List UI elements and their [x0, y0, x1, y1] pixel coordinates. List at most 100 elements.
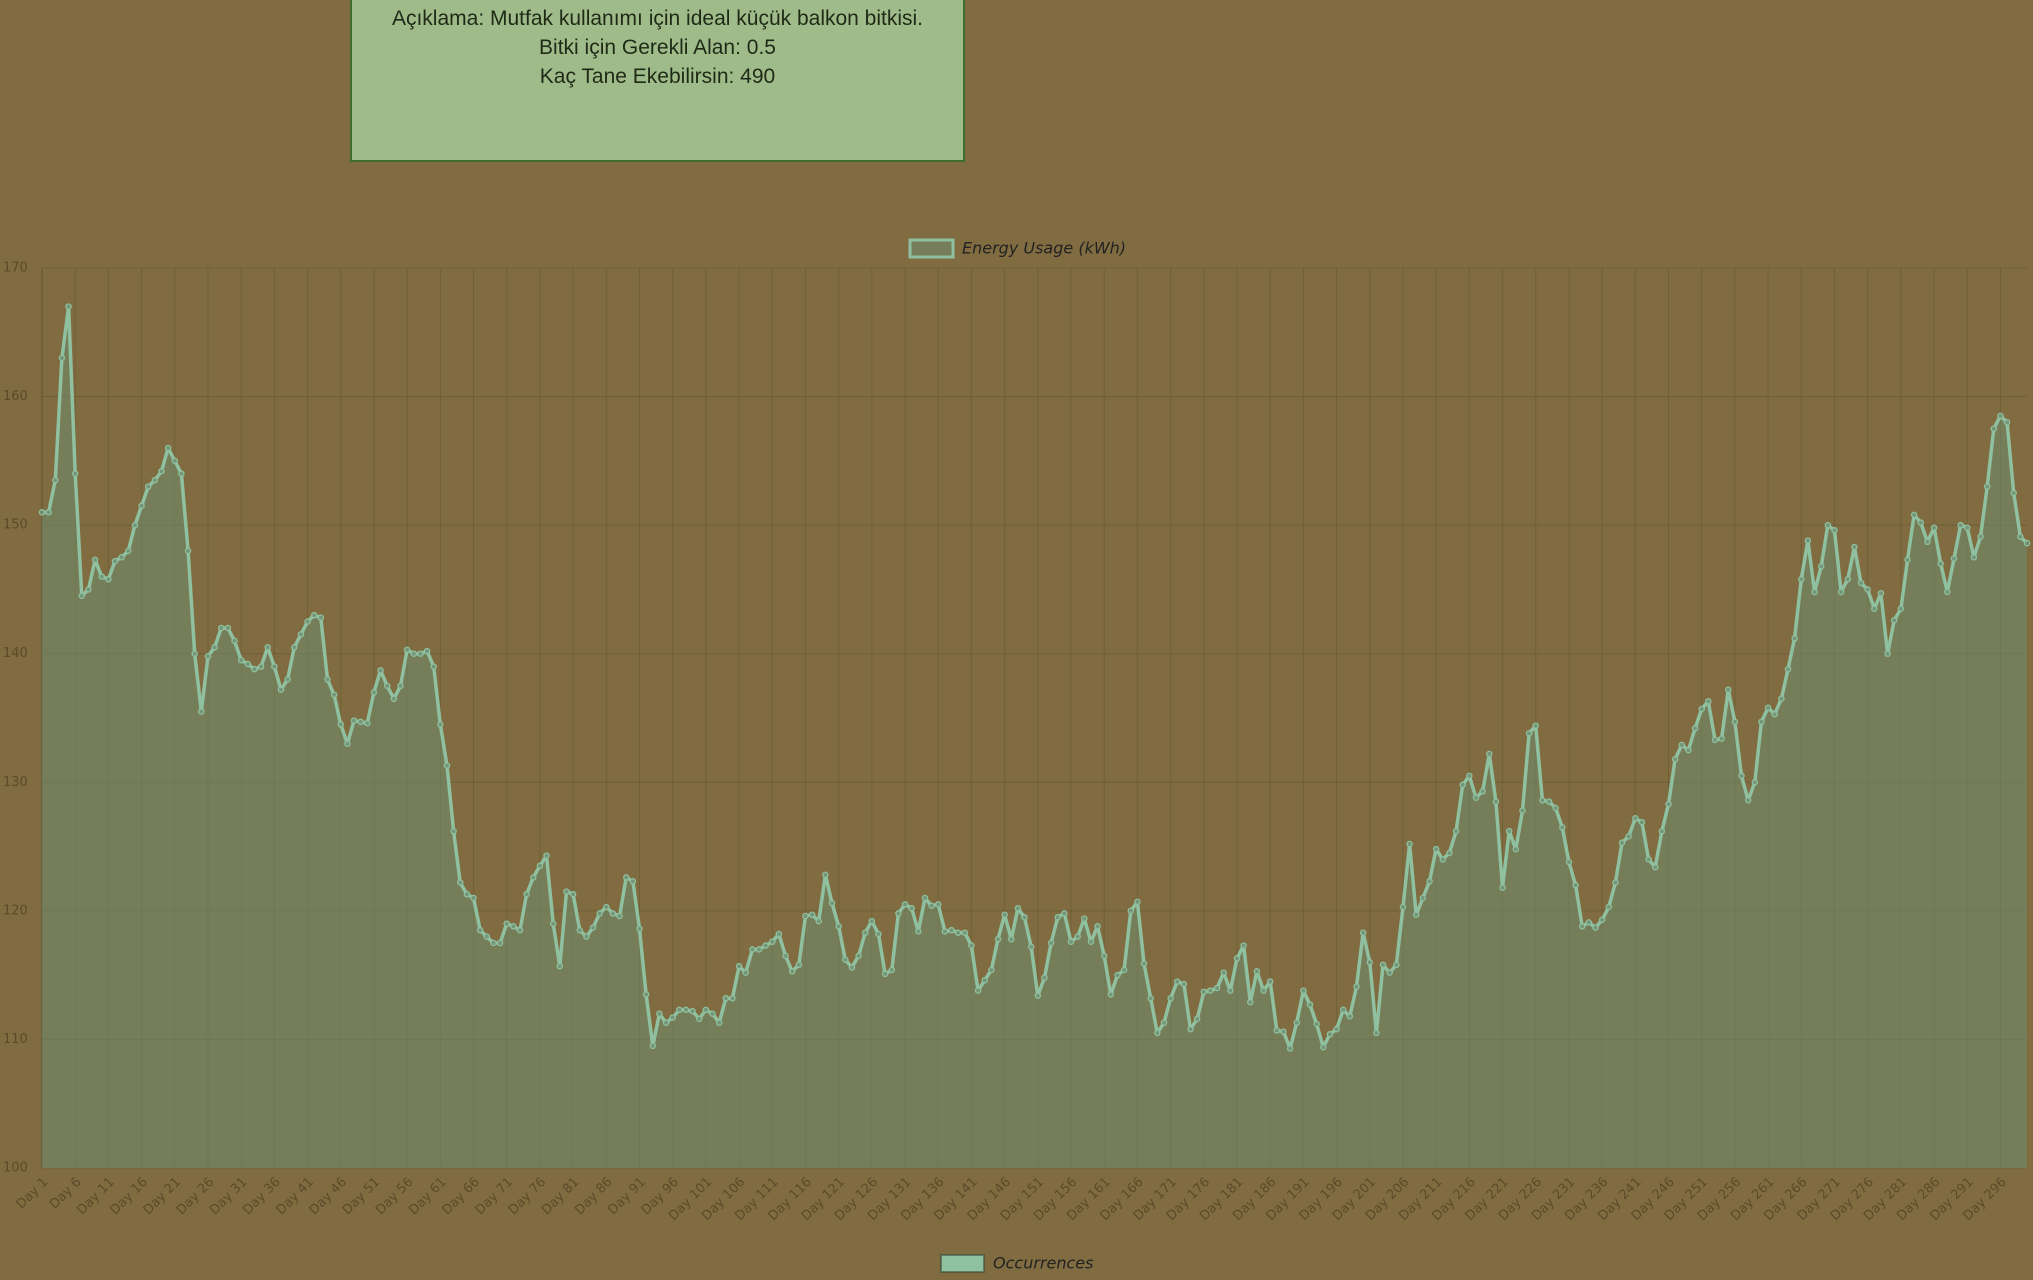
point [1519, 807, 1526, 814]
point [695, 1015, 703, 1023]
point [510, 923, 517, 930]
point [1333, 1025, 1340, 1033]
point [1970, 554, 1978, 561]
point [211, 644, 218, 651]
point [994, 935, 1002, 943]
point [470, 894, 477, 902]
point [875, 930, 882, 938]
point [178, 470, 185, 477]
point [676, 1006, 683, 1014]
point [1353, 983, 1360, 990]
point [1412, 911, 1420, 918]
point [583, 933, 590, 940]
point [1306, 1001, 1314, 1008]
point [729, 995, 736, 1002]
point [1545, 798, 1553, 805]
point [1744, 797, 1752, 804]
point [1691, 725, 1699, 732]
point [71, 470, 79, 477]
point [1559, 824, 1566, 831]
point [1638, 818, 1646, 826]
point [1339, 1006, 1347, 1014]
point [1572, 881, 1579, 889]
point [1771, 710, 1778, 718]
point [397, 682, 404, 690]
point [1678, 741, 1686, 749]
point [735, 962, 743, 970]
point [1054, 914, 1061, 921]
point [1605, 903, 1613, 911]
point [65, 303, 72, 310]
point [1452, 827, 1460, 835]
info-line: Bitki için Gerekli Alan: 0.5 [539, 36, 776, 59]
point [1592, 924, 1599, 931]
point [782, 952, 789, 960]
point [974, 987, 982, 994]
point [304, 618, 311, 625]
area [42, 306, 2027, 1169]
point [1904, 556, 1911, 564]
point [1253, 968, 1261, 975]
point [164, 444, 172, 452]
point [1539, 797, 1546, 804]
point [1585, 919, 1593, 926]
point [417, 650, 424, 657]
point [1983, 483, 1991, 490]
point [1804, 537, 1812, 544]
point [1791, 635, 1798, 642]
point [523, 890, 530, 898]
point [1877, 590, 1885, 597]
point [310, 611, 318, 619]
point [1578, 923, 1586, 930]
point [330, 691, 338, 699]
point [257, 663, 265, 670]
point [443, 762, 451, 769]
point [364, 719, 371, 727]
point [1817, 563, 1825, 570]
point [1406, 840, 1413, 848]
point [1147, 995, 1154, 1002]
point [1439, 856, 1447, 863]
point [284, 676, 291, 683]
point [1200, 988, 1208, 996]
point [496, 939, 504, 947]
point [1532, 722, 1539, 729]
x-tick-label: Day 1 [14, 1175, 52, 1213]
point [1047, 939, 1055, 947]
point [1446, 849, 1453, 857]
point [1027, 943, 1035, 951]
point [1565, 858, 1573, 866]
point [198, 708, 205, 715]
point [1008, 935, 1015, 943]
point [370, 689, 378, 696]
point [1632, 815, 1639, 822]
legend-swatch [908, 238, 955, 259]
point [277, 686, 285, 693]
point [1320, 1043, 1327, 1051]
point [151, 476, 159, 484]
point [1512, 845, 1520, 853]
point [1731, 718, 1739, 726]
point [1890, 617, 1898, 624]
point [1837, 588, 1845, 596]
point [111, 557, 119, 565]
point [609, 910, 617, 917]
point [1432, 845, 1440, 853]
point [1844, 575, 1852, 583]
point [709, 1010, 716, 1017]
point [682, 1006, 690, 1014]
point [1784, 665, 1792, 673]
point [337, 721, 344, 728]
point [1990, 425, 1998, 432]
point [377, 667, 384, 674]
point [297, 631, 305, 638]
point [131, 521, 139, 529]
point [105, 575, 112, 583]
y-tick-label: 110 [3, 1032, 28, 1047]
info-line: Kaç Tane Ekebilirsin: 490 [539, 65, 776, 88]
point [616, 912, 623, 920]
point [1373, 1029, 1380, 1037]
point [1930, 524, 1938, 531]
point [888, 966, 896, 974]
